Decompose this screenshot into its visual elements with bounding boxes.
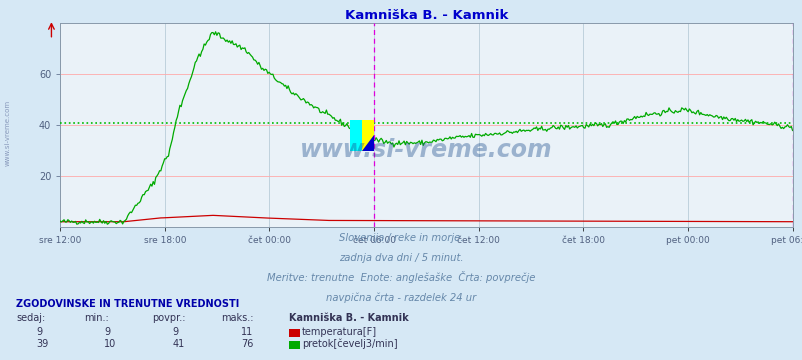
- Text: 11: 11: [241, 327, 253, 337]
- Text: 39: 39: [36, 339, 48, 350]
- Text: 9: 9: [36, 327, 43, 337]
- Text: www.si-vreme.com: www.si-vreme.com: [5, 100, 11, 166]
- Text: sedaj:: sedaj:: [16, 313, 45, 323]
- Text: min.:: min.:: [84, 313, 109, 323]
- Text: 76: 76: [241, 339, 253, 350]
- Text: Kamniška B. - Kamnik: Kamniška B. - Kamnik: [289, 313, 408, 323]
- Text: ZGODOVINSKE IN TRENUTNE VREDNOSTI: ZGODOVINSKE IN TRENUTNE VREDNOSTI: [16, 299, 239, 309]
- Text: zadnja dva dni / 5 minut.: zadnja dva dni / 5 minut.: [338, 253, 464, 263]
- Text: navpična črta - razdelek 24 ur: navpična črta - razdelek 24 ur: [326, 292, 476, 303]
- Text: maks.:: maks.:: [221, 313, 253, 323]
- Text: Slovenija / reke in morje.: Slovenija / reke in morje.: [339, 233, 463, 243]
- Text: 9: 9: [104, 327, 111, 337]
- Text: povpr.:: povpr.:: [152, 313, 186, 323]
- Text: 41: 41: [172, 339, 184, 350]
- Text: pretok[čevelj3/min]: pretok[čevelj3/min]: [302, 339, 397, 350]
- Polygon shape: [362, 120, 374, 150]
- Text: temperatura[F]: temperatura[F]: [302, 327, 377, 337]
- Polygon shape: [362, 135, 374, 150]
- Text: Meritve: trenutne  Enote: anglešaške  Črta: povprečje: Meritve: trenutne Enote: anglešaške Črta…: [267, 271, 535, 283]
- Text: 9: 9: [172, 327, 179, 337]
- Title: Kamniška B. - Kamnik: Kamniška B. - Kamnik: [344, 9, 508, 22]
- Bar: [350, 120, 374, 150]
- Text: 10: 10: [104, 339, 116, 350]
- Text: www.si-vreme.com: www.si-vreme.com: [300, 138, 552, 162]
